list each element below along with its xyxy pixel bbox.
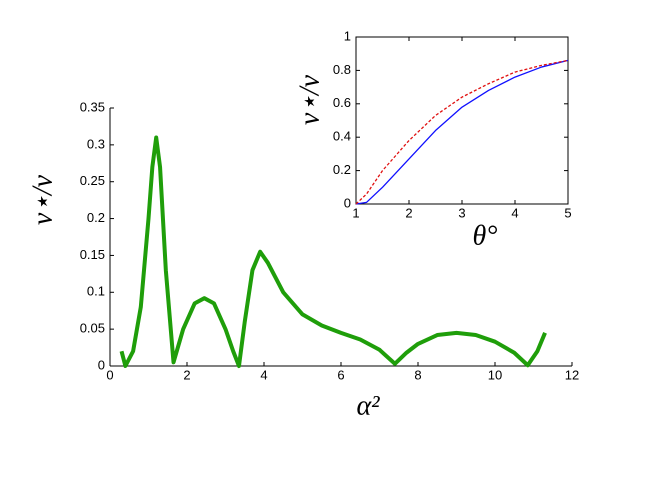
x-tick-label: 12 xyxy=(565,367,579,382)
x-tick-label: 2 xyxy=(183,367,190,382)
x-axis-label: θ° xyxy=(473,220,498,251)
x-tick-label: 4 xyxy=(260,367,267,382)
y-tick-label: 0.2 xyxy=(333,162,351,177)
x-axis-label: α² xyxy=(356,390,380,421)
y-axis-label: v⋆/v xyxy=(27,174,58,225)
x-tick-label: 2 xyxy=(405,205,412,220)
x-tick-label: 8 xyxy=(414,367,421,382)
y-tick-label: 0.15 xyxy=(80,247,105,262)
y-tick-label: 0 xyxy=(344,195,351,210)
y-tick-label: 0.8 xyxy=(333,62,351,77)
y-tick-label: 0.1 xyxy=(87,284,105,299)
y-tick-label: 1 xyxy=(344,28,351,43)
x-tick-label: 3 xyxy=(458,205,465,220)
x-tick-label: 0 xyxy=(106,367,113,382)
plot-frame xyxy=(355,36,569,205)
data-line xyxy=(355,59,569,205)
x-tick-label: 4 xyxy=(511,205,518,220)
data-line xyxy=(355,59,569,205)
y-tick-label: 0.25 xyxy=(80,173,105,188)
y-tick-label: 0.05 xyxy=(80,321,105,336)
x-tick-label: 1 xyxy=(352,205,359,220)
x-tick-label: 10 xyxy=(488,367,502,382)
y-tick-label: 0.6 xyxy=(333,95,351,110)
x-tick-label: 6 xyxy=(337,367,344,382)
x-tick-label: 5 xyxy=(564,205,571,220)
y-tick-label: 0.4 xyxy=(333,129,351,144)
y-axis-label: v⋆/v xyxy=(294,74,325,125)
y-tick-label: 0.35 xyxy=(80,99,105,114)
data-line xyxy=(119,135,547,368)
y-tick-label: 0.2 xyxy=(87,210,105,225)
y-tick-label: 0 xyxy=(98,357,105,372)
y-tick-label: 0.3 xyxy=(87,136,105,151)
